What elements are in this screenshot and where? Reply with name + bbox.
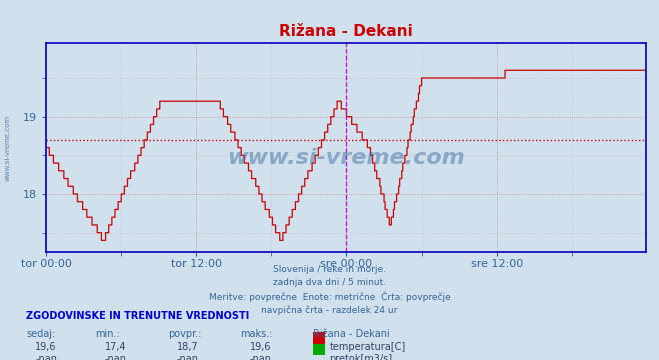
Text: 19,6: 19,6 — [250, 342, 271, 352]
Text: -nan: -nan — [35, 354, 57, 360]
Text: min.:: min.: — [96, 329, 121, 339]
Text: 18,7: 18,7 — [177, 342, 198, 352]
Text: -nan: -nan — [177, 354, 199, 360]
Text: www.si-vreme.com: www.si-vreme.com — [5, 114, 11, 181]
Text: 19,6: 19,6 — [36, 342, 57, 352]
Text: Meritve: povprečne  Enote: metrične  Črta: povprečje: Meritve: povprečne Enote: metrične Črta:… — [209, 292, 450, 302]
Text: povpr.:: povpr.: — [168, 329, 202, 339]
Text: zadnja dva dni / 5 minut.: zadnja dva dni / 5 minut. — [273, 278, 386, 287]
Text: temperatura[C]: temperatura[C] — [330, 342, 406, 352]
Text: -nan: -nan — [249, 354, 272, 360]
Text: -nan: -nan — [104, 354, 127, 360]
Text: www.si-vreme.com: www.si-vreme.com — [227, 148, 465, 168]
Text: sedaj:: sedaj: — [26, 329, 55, 339]
Title: Rižana - Dekani: Rižana - Dekani — [279, 24, 413, 39]
Text: pretok[m3/s]: pretok[m3/s] — [330, 354, 393, 360]
Text: ZGODOVINSKE IN TRENUTNE VREDNOSTI: ZGODOVINSKE IN TRENUTNE VREDNOSTI — [26, 311, 250, 321]
Text: navpična črta - razdelek 24 ur: navpična črta - razdelek 24 ur — [262, 306, 397, 315]
Text: Slovenija / reke in morje.: Slovenija / reke in morje. — [273, 265, 386, 274]
Text: Rižana - Dekani: Rižana - Dekani — [313, 329, 389, 339]
Text: maks.:: maks.: — [241, 329, 273, 339]
Text: 17,4: 17,4 — [105, 342, 126, 352]
